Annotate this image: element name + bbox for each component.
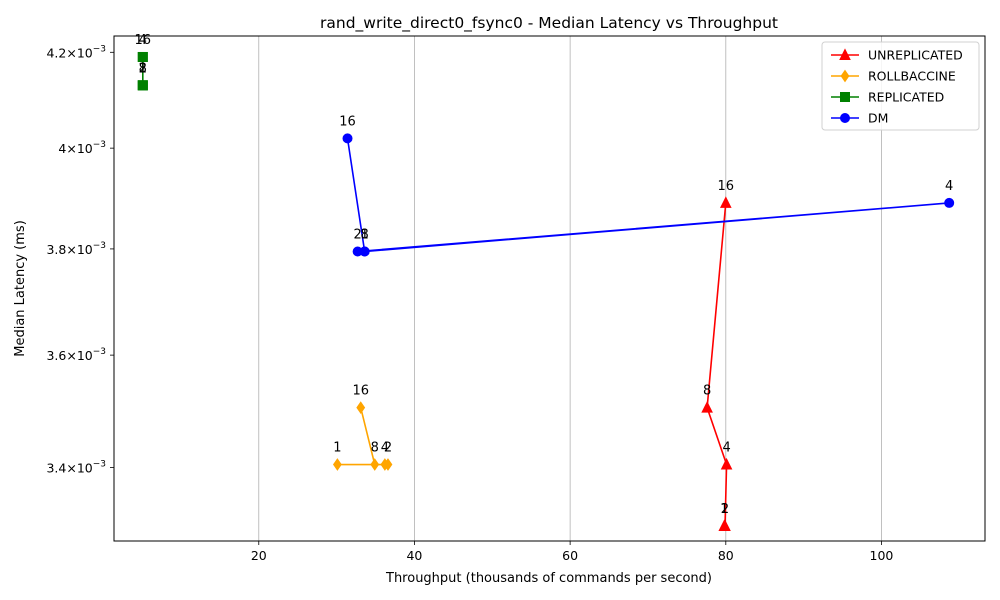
x-tick-label: 20 — [251, 548, 267, 563]
y-tick-mantissa: 4.2 — [46, 45, 66, 60]
data-point-rollbaccine — [332, 458, 342, 471]
y-tick-mantissa: 4 — [58, 141, 66, 156]
y-tick-base: 10 — [77, 45, 93, 60]
grid-layer — [258, 36, 882, 541]
data-point-unreplicated — [701, 401, 713, 413]
y-tick-times: × — [66, 141, 76, 156]
data-point-unreplicated — [720, 457, 733, 470]
series-dm — [342, 133, 955, 257]
legend: UNREPLICATED ROLLBACCINE REPLICATED DM — [821, 41, 980, 131]
x-tick-label: 60 — [562, 548, 578, 563]
data-point-dm — [944, 197, 955, 208]
legend-label-rollbaccine: ROLLBACCINE — [868, 69, 956, 84]
y-axis: 3.4×10−33.6×10−33.8×10−34×10−34.2×10−3 — [46, 44, 114, 475]
legend-item-rollbaccine: ROLLBACCINE — [831, 69, 956, 84]
y-tick-label: 4.2×10−3 — [46, 44, 106, 60]
y-tick-exponent: −3 — [93, 140, 106, 150]
point-label-replicated: 2 — [139, 61, 147, 76]
point-label-rollbaccine: 8 — [371, 441, 379, 456]
y-tick-label: 3.4×10−3 — [46, 459, 106, 475]
data-point-replicated — [137, 51, 148, 62]
legend-item-unreplicated: UNREPLICATED — [831, 48, 963, 63]
y-tick-label: 4×10−3 — [58, 140, 106, 156]
point-label-unreplicated: 1 — [720, 502, 728, 517]
plot-frame — [113, 35, 986, 542]
legend-marker-rollbaccine — [840, 69, 850, 83]
series-rollbaccine — [332, 401, 393, 471]
legend-marker-unreplicated — [839, 48, 851, 60]
y-tick-mantissa: 3.6 — [46, 348, 66, 363]
x-axis: 20 40 60 80 100 — [251, 541, 894, 563]
legend-item-dm: DM — [831, 111, 888, 126]
point-label-unreplicated: 8 — [703, 384, 711, 399]
point-label-rollbaccine: 2 — [384, 441, 392, 456]
y-tick-exponent: −3 — [93, 347, 106, 357]
x-tick-label: 80 — [718, 548, 734, 563]
point-label-dm: 1 — [360, 228, 368, 243]
legend-label-dm: DM — [868, 111, 888, 126]
y-tick-times: × — [66, 460, 76, 475]
x-tick-label: 40 — [406, 548, 422, 563]
point-label-dm: 2 — [353, 228, 361, 243]
y-tick-base: 10 — [77, 348, 93, 363]
data-point-rollbaccine — [356, 401, 366, 415]
point-label-unreplicated: 4 — [722, 441, 730, 456]
y-tick-base: 10 — [77, 242, 93, 257]
series-unreplicated — [701, 196, 733, 532]
y-tick-mantissa: 3.8 — [46, 242, 66, 257]
legend-label-replicated: REPLICATED — [868, 90, 944, 105]
chart-title: rand_write_direct0_fsync0 - Median Laten… — [320, 14, 778, 33]
point-label-dm: 8 — [360, 228, 368, 243]
y-tick-times: × — [66, 242, 76, 257]
y-tick-label: 3.8×10−3 — [46, 241, 106, 257]
data-point-unreplicated — [719, 196, 732, 208]
y-tick-times: × — [66, 348, 76, 363]
point-label-replicated: 4 — [139, 33, 147, 48]
y-tick-label: 3.6×10−3 — [46, 347, 106, 363]
point-label-replicated: 1 — [139, 61, 147, 76]
point-label-unreplicated: 2 — [721, 502, 729, 517]
legend-marker-replicated — [840, 92, 850, 102]
y-tick-exponent: −3 — [93, 241, 106, 251]
series-layer — [137, 51, 955, 532]
y-tick-exponent: −3 — [93, 44, 106, 54]
data-point-dm — [342, 133, 353, 144]
legend-marker-dm — [840, 113, 850, 123]
legend-box — [821, 41, 980, 131]
data-point-replicated — [137, 80, 148, 91]
y-tick-mantissa: 3.4 — [46, 460, 66, 475]
y-tick-base: 10 — [77, 460, 93, 475]
legend-label-unreplicated: UNREPLICATED — [868, 48, 963, 63]
data-point-rollbaccine — [380, 458, 390, 471]
point-label-dm: 4 — [945, 179, 953, 194]
point-label-rollbaccine: 4 — [381, 441, 389, 456]
y-tick-times: × — [66, 45, 76, 60]
series-replicated — [137, 51, 148, 91]
point-label-rollbaccine: 16 — [352, 384, 369, 399]
data-point-unreplicated — [719, 519, 731, 532]
y-axis-label: Median Latency (ms) — [13, 220, 28, 357]
point-label-dm: 16 — [339, 114, 356, 129]
legend-item-replicated: REPLICATED — [831, 90, 944, 105]
x-axis-label: Throughput (thousands of commands per se… — [385, 571, 712, 586]
data-point-dm — [359, 246, 370, 257]
y-tick-base: 10 — [77, 141, 93, 156]
data-point-rollbaccine — [370, 458, 380, 471]
point-label-replicated: 8 — [139, 61, 147, 76]
y-tick-exponent: −3 — [93, 459, 106, 469]
point-label-replicated: 16 — [135, 33, 152, 48]
point-label-rollbaccine: 1 — [333, 441, 341, 456]
x-tick-label: 100 — [870, 548, 894, 563]
point-label-unreplicated: 16 — [718, 179, 735, 194]
